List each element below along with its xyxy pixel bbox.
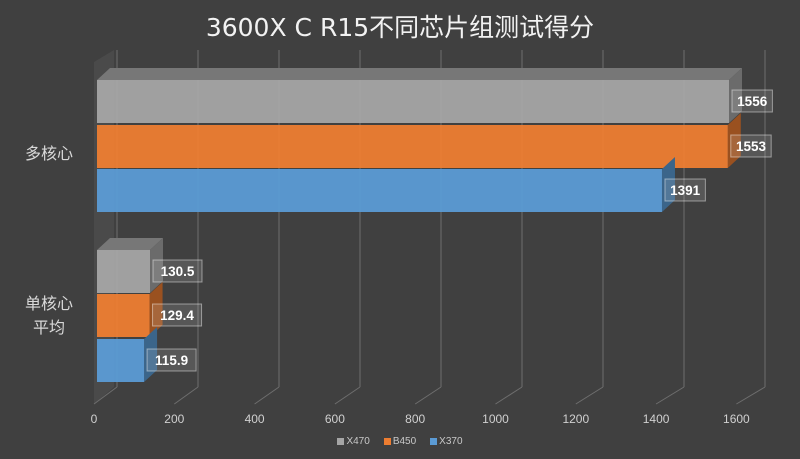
- legend-item-b450[interactable]: B450: [383, 436, 416, 447]
- gridline: [736, 50, 766, 405]
- svg-text:1553: 1553: [736, 139, 767, 154]
- data-label: 130.5: [152, 259, 203, 283]
- bar-b450-multicore: [97, 113, 741, 168]
- x-tick-label: 600: [324, 412, 345, 426]
- bar-x370-multicore: [97, 157, 675, 212]
- legend-swatch-x470: [337, 438, 345, 445]
- legend-item-x370[interactable]: X370: [430, 436, 463, 447]
- x-tick-label: 400: [244, 412, 265, 426]
- data-label: 1553: [730, 134, 772, 158]
- legend-swatch-x370: [430, 438, 438, 445]
- bar-b450-singlecore: [97, 282, 163, 337]
- legend: X470 B450 X370: [0, 436, 800, 447]
- bar-x470-multicore: [97, 68, 742, 123]
- legend-item-x470[interactable]: X470: [337, 436, 370, 447]
- x-tick-label: 800: [405, 412, 426, 426]
- category-label-singlecore: 单核心 平均: [24, 294, 73, 337]
- bar-x470-singlecore: [97, 238, 164, 293]
- data-label: 1556: [731, 89, 773, 113]
- data-label: 115.9: [146, 348, 197, 372]
- svg-text:1391: 1391: [670, 183, 701, 198]
- svg-text:115.9: 115.9: [155, 353, 188, 368]
- svg-text:1556: 1556: [737, 94, 768, 109]
- category-label-multicore: 多核心: [24, 144, 73, 163]
- svg-text:130.5: 130.5: [161, 264, 195, 279]
- svg-text:129.4: 129.4: [160, 308, 194, 323]
- x-tick-label: 1400: [642, 412, 670, 426]
- bar-x370-singlecore: [97, 327, 158, 382]
- chart-title: 3600X C R15不同芯片组测试得分: [205, 13, 595, 42]
- x-tick-label: 1000: [482, 412, 509, 426]
- x-tick-label: 1200: [562, 412, 590, 426]
- data-label: 1391: [664, 178, 706, 202]
- x-tick-label: 0: [90, 412, 98, 426]
- x-tick-label: 200: [164, 412, 185, 426]
- legend-swatch-b450: [383, 438, 391, 445]
- data-label: 129.4: [152, 303, 203, 327]
- x-tick-label: 1600: [723, 412, 750, 426]
